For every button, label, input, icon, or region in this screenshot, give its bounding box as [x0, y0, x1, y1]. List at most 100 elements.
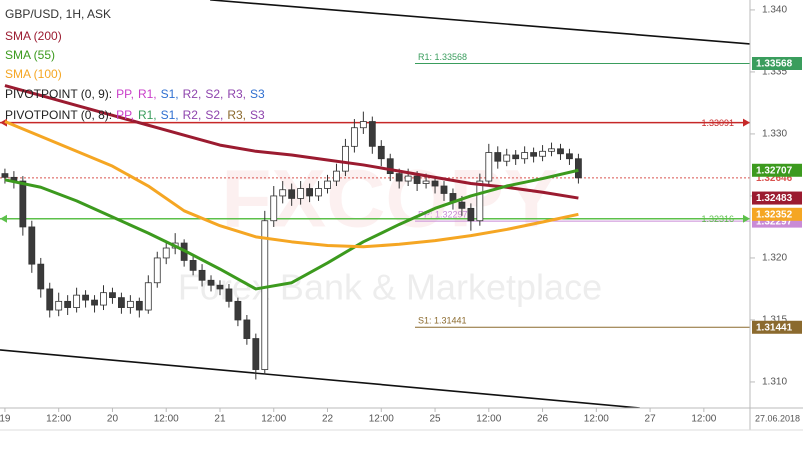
pivot-level-label: R1: 1.33568	[418, 52, 467, 62]
candle-body	[198, 269, 206, 281]
candle-body	[73, 294, 81, 308]
sma-line	[4, 84, 579, 200]
candle-body	[19, 180, 27, 228]
candle-body	[368, 121, 376, 147]
pivot-legend-item: R1,	[138, 87, 157, 101]
candle-body	[144, 282, 152, 311]
pivot-legend-item: R3,	[227, 87, 246, 101]
candle-body	[55, 300, 63, 311]
x-tick-label: 25	[429, 414, 441, 425]
candle-body	[37, 263, 45, 290]
trendline	[210, 0, 750, 45]
candle-body	[377, 145, 385, 160]
line-arrow	[743, 118, 750, 127]
candle-body	[118, 297, 125, 308]
sma-tag	[752, 207, 802, 221]
pivot-legend: PIVOTPOINT (0, 9): PP, R1, S1, R2, S2, R3, S3	[5, 87, 265, 101]
pivot-legend: PIVOTPOINT (0, 8): PP, R1, S1, R2, S2, R3, S3	[5, 108, 265, 122]
pivot-level-label: S1: 1.31441	[418, 316, 467, 326]
pivot-level-label: PP: 1.32297	[418, 209, 468, 219]
candle-body	[243, 319, 251, 339]
pivot-legend-item: PP,	[116, 87, 134, 101]
trendline	[0, 349, 640, 408]
sma-tag	[752, 163, 802, 177]
pivot-legend-item: S1,	[161, 108, 179, 122]
horizontal-line-label: 1.33091	[701, 118, 734, 128]
candle-body	[225, 288, 233, 302]
y-tick-label: 1.310	[762, 377, 787, 388]
candle-body	[548, 148, 555, 152]
candle-body	[395, 173, 403, 182]
sma-line	[4, 120, 579, 249]
candle-body	[288, 189, 296, 199]
x-tick-label: 12:00	[691, 414, 716, 425]
x-tick-label: 26	[537, 414, 549, 425]
candle-body	[109, 292, 116, 299]
candle-body	[82, 294, 89, 301]
candle-body	[234, 300, 242, 321]
x-tick-label: 12:00	[369, 414, 394, 425]
price-tags: 1.33568 1.32297 1.31441 1.32646 1.32483 1.323…	[752, 56, 802, 334]
candle-body	[28, 226, 36, 265]
sma-line	[4, 168, 579, 291]
candle-body	[521, 152, 529, 160]
pivot-legend-item: R2,	[183, 87, 202, 101]
candle-body	[252, 338, 260, 370]
candle-body	[566, 153, 573, 160]
pivot-tag	[752, 56, 802, 70]
candle-body	[485, 152, 493, 182]
x-tick-label: 22	[322, 414, 334, 425]
candle-body	[386, 158, 394, 175]
candle-body	[64, 300, 72, 308]
candle-body	[350, 127, 358, 147]
pivot-legend-item: S1,	[161, 87, 179, 101]
candle-body	[359, 121, 367, 129]
candle-body	[297, 188, 305, 199]
candle-body	[270, 195, 278, 222]
candle-body	[575, 158, 582, 179]
candle-body	[404, 175, 412, 182]
x-tick-label: 21	[214, 414, 226, 425]
candle-body	[458, 201, 466, 209]
line-arrow	[743, 214, 750, 223]
candle-body	[189, 260, 197, 271]
candle-body	[494, 152, 502, 162]
y-tick-label: 1.315	[762, 315, 787, 326]
candle-body	[207, 279, 215, 286]
x-tick-label: 12:00	[476, 414, 501, 425]
candle-body	[135, 300, 143, 311]
candle-body	[476, 180, 484, 222]
legend-entry: SMA (55)	[5, 48, 55, 62]
pivot-legend-item: PP,	[116, 108, 134, 122]
candle-body	[91, 299, 98, 306]
sma-tag-label: 1.32352	[756, 209, 793, 220]
candle-body	[467, 207, 475, 222]
candle-body	[503, 154, 511, 162]
candle-body	[315, 188, 322, 197]
candle-body	[126, 300, 134, 308]
candle-body	[342, 145, 349, 172]
horizontal-line-label: 1.32316	[701, 214, 734, 224]
y-tick-label: 1.330	[762, 129, 787, 140]
legend: GBP/USD, 1H, ASK SMA (200) SMA (55) SMA (1…	[5, 7, 265, 122]
pivot-tag-label: 1.31441	[756, 322, 793, 333]
pivot-legend-item: S2,	[205, 108, 223, 122]
pivot-legend-item: S2,	[205, 87, 223, 101]
candle-body	[557, 148, 564, 155]
candle-body	[162, 247, 170, 259]
candle-body	[431, 180, 439, 187]
x-tick-label: 27	[645, 414, 657, 425]
pivot-legend-name: PIVOTPOINT (0, 9):	[5, 87, 112, 101]
x-tick-label: 12:00	[261, 414, 286, 425]
pivot-legend-item: S3	[250, 108, 265, 122]
sma-tag	[752, 191, 802, 205]
pivot-legend-item: S3	[250, 87, 265, 101]
line-arrow	[0, 214, 7, 223]
candle-body	[333, 170, 340, 182]
candle-body	[216, 284, 224, 290]
x-tick-label: 12:00	[584, 414, 609, 425]
candle-body	[440, 185, 448, 194]
y-tick-label: 1.320	[762, 253, 787, 264]
y-tick-label: 1.340	[762, 5, 787, 16]
plot-area: R1: 1.33568 PP: 1.32297 S1: 1.31441 1.33091…	[0, 0, 750, 408]
